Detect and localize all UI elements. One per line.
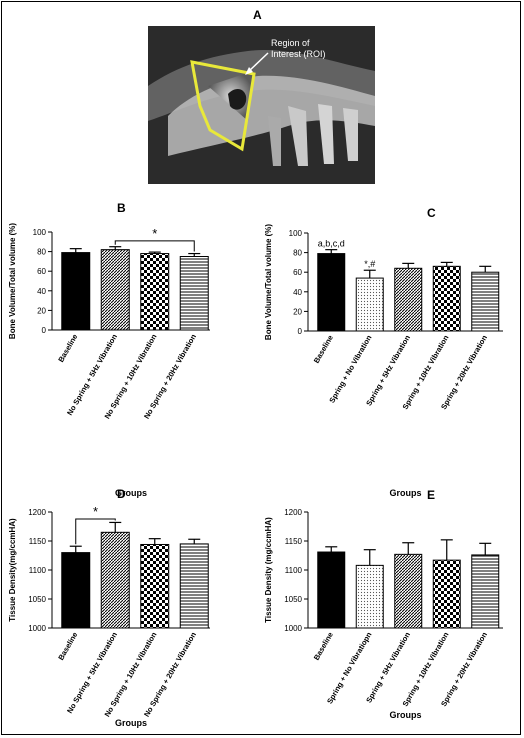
panel-label-a: A [253,8,262,22]
panel-e-x-tick-label: Spring + 5Hz Vibration [364,630,412,704]
panel-b-bar [179,256,209,331]
roi-label-line-1: Region of [271,38,310,48]
panel-e-y-tick-label: 1000 [284,624,302,633]
roi-label-line-2: Interest (ROI) [271,49,326,59]
panel-c-point-label: a,b,c,d [318,239,345,249]
panel-b-x-label: Groups [115,488,147,498]
panel-b-significance-bracket [114,240,195,252]
panel-b-y-tick-label: 80 [37,248,46,257]
panel-d-significance-bracket [75,518,116,545]
panel-d-letter: D [117,487,126,501]
panel-b-y-tick-label: 60 [37,267,46,276]
panel-d-y-tick-label: 1050 [28,595,46,604]
panel-d-y-tick-label: 1150 [29,537,47,546]
panel-b-y-tick-label: 40 [37,287,46,296]
panel-d-significance-label: * [93,504,98,519]
panel-d-bar [140,543,170,629]
panel-e-y-tick-label: 1050 [284,595,302,604]
panel-c-bar [471,271,500,332]
panel-d-bar [61,552,91,629]
panel-d-y-tick-label: 1200 [28,508,46,517]
panel-b-letter: B [117,201,126,215]
panel-c-y-tick-label: 20 [293,307,302,316]
panel-d-y-label: Tissue Density(mg/ccmHA) [8,518,17,622]
panel-b-bar [61,252,91,331]
panel-e-bar [355,564,384,629]
panel-c-y-tick-label: 100 [289,229,303,238]
panel-d-y-tick-label: 1000 [28,624,46,633]
panel-b-x-tick-label: Baseline [56,333,79,364]
panel-d-x-label: Groups [115,718,147,728]
panel-e-x-tick-label: Baseline [312,631,335,662]
panel-c-y-tick-label: 80 [293,249,302,258]
panel-c-y-tick-label: 40 [293,288,302,297]
panel-e-x-label: Groups [389,710,421,720]
panel-b-y-tick-label: 0 [42,326,47,335]
panel-d-x-tick-label: Baseline [56,631,79,662]
panel-b-y-tick-label: 20 [37,306,46,315]
panel-e-y-tick-label: 1100 [285,566,303,575]
panel-e-y-label: Tissue Density (mg/ccmHA) [264,517,273,623]
panel-e-bar [471,554,500,629]
panel-d-bar [100,531,130,629]
panel-b-significance-label: * [152,226,157,241]
panel-e-bar [432,559,461,629]
panel-c-x-tick-label: Spring + 20Hz Vibration [439,333,489,411]
panel-e-x-tick-label: Spring + 20Hz Vibration [439,630,489,708]
roi-arrow [247,52,269,73]
panel-c-point-label: *,# [364,259,375,269]
roi-polygon [190,60,256,152]
panel-c-y-tick-label: 60 [293,268,302,277]
panel-d-bar [179,543,209,629]
panel-b-y-tick-label: 100 [33,228,47,237]
panel-e-y-tick-label: 1150 [285,537,303,546]
panel-c-y-tick-label: 0 [298,327,303,336]
panel-e-bar [317,551,346,629]
panel-b-bar [140,253,170,331]
panel-e-letter: E [427,488,435,502]
panel-c-bar [394,267,423,332]
panel-c-x-tick-label: Spring + 5Hz Vibration [364,333,412,407]
panel-b-bar [100,249,130,331]
panel-b-y-label: Bone Volume/Total volume (%) [8,223,17,339]
microct-image: Region of Interest (ROI) [148,26,375,184]
panel-c-letter: C [427,206,436,220]
panel-c-x-label: Groups [389,488,421,498]
panel-e-bar [394,553,423,629]
panel-c-bar [355,277,384,332]
panel-c-bar [432,265,461,332]
panel-e-y-tick-label: 1200 [284,508,302,517]
panel-d-y-tick-label: 1100 [29,566,47,575]
panel-c-x-tick-label: Spring + No Vibration [327,333,373,404]
panel-c-bar [317,253,346,332]
roi-arrow-head [245,67,253,75]
panel-c-y-label: Bone Volume/Total volume (%) [264,224,273,340]
roi-label: Region of Interest (ROI) [271,38,326,59]
panel-c-x-tick-label: Baseline [312,334,335,365]
